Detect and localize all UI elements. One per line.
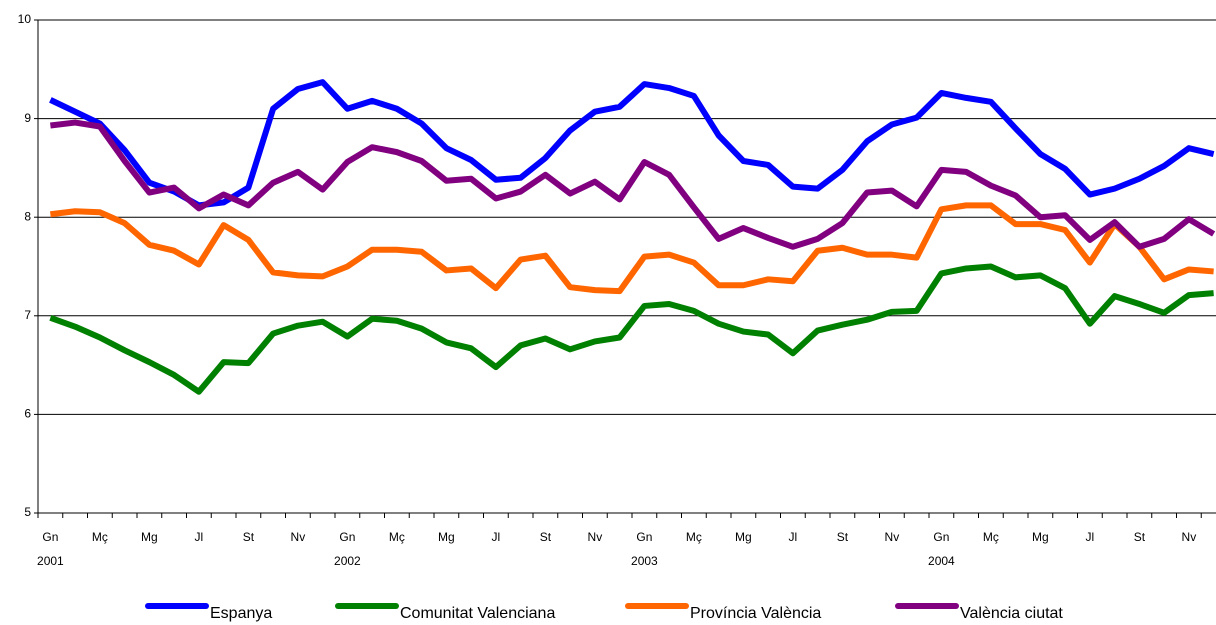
series-line: [49, 263, 1214, 395]
x-tick-label: St: [837, 530, 849, 544]
x-tick-label: Nv: [885, 530, 900, 544]
legend: Espanya Comunitat Valenciana Província Val…: [145, 603, 1063, 622]
x-tick-label: Mç: [92, 530, 108, 544]
x-tick-label: Jl: [492, 530, 501, 544]
y-tick-label: 7: [24, 308, 31, 322]
y-tick-label: 8: [24, 209, 31, 223]
x-tick-label: Mg: [735, 530, 752, 544]
x-tick-label: Mç: [983, 530, 999, 544]
year-label: 2004: [928, 554, 955, 568]
x-tick-label: Mg: [438, 530, 455, 544]
x-tick-label: Nv: [291, 530, 306, 544]
x-tick-label: Gn: [339, 530, 355, 544]
year-label: 2003: [631, 554, 658, 568]
series-line: [50, 119, 1216, 250]
x-tick-label: St: [540, 530, 552, 544]
legend-label: Espanya: [210, 605, 272, 622]
legend-label: València ciutat: [960, 605, 1063, 622]
year-label: 2001: [37, 554, 64, 568]
series-line: [49, 79, 1215, 209]
x-tick-label: Nv: [1182, 530, 1197, 544]
x-tick-label: Mg: [1032, 530, 1049, 544]
x-tick-label: Jl: [1086, 530, 1095, 544]
legend-label: Província València: [690, 605, 821, 622]
y-tick-label: 10: [18, 12, 32, 26]
x-tick-label: Nv: [588, 530, 603, 544]
x-tick-label: Gn: [636, 530, 652, 544]
x-tick-label: St: [1134, 530, 1146, 544]
x-tick-label: Mç: [686, 530, 702, 544]
x-tick-label: Gn: [933, 530, 949, 544]
legend-label: Comunitat Valenciana: [400, 605, 555, 622]
series-line: [50, 202, 1214, 295]
x-tick-label: Mg: [141, 530, 158, 544]
x-tick-label: Jl: [195, 530, 204, 544]
x-tick-label: Jl: [789, 530, 798, 544]
x-tick-label: Gn: [42, 530, 58, 544]
y-tick-label: 5: [24, 505, 31, 519]
x-tick-label: Mç: [389, 530, 405, 544]
y-tick-label: 6: [24, 407, 31, 421]
y-tick-label: 9: [24, 111, 31, 125]
year-label: 2002: [334, 554, 361, 568]
x-tick-label: St: [243, 530, 255, 544]
